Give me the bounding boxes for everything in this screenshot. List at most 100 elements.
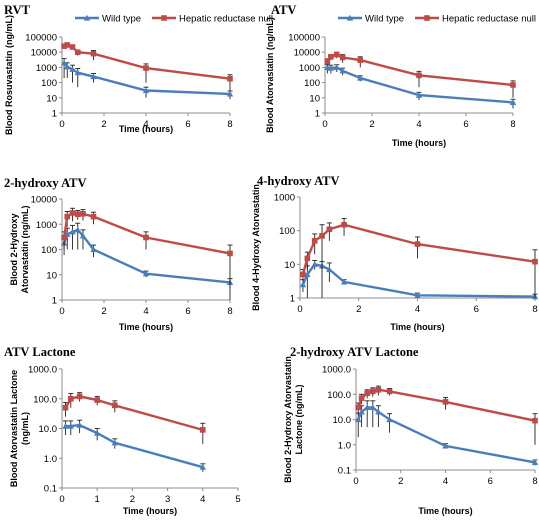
chart-panel-1: 1 10 100 1000 10000 100000 0 2 4 6 8 RVT Time (hours… <box>4 3 273 135</box>
x-axis-title: Time (hours) <box>392 138 446 148</box>
x-tick-label: 8 <box>510 119 515 130</box>
data-point <box>532 417 538 424</box>
data-point <box>200 427 206 433</box>
data-point <box>199 464 206 470</box>
series-hepatic-reductase-null <box>324 51 516 98</box>
series-hepatic-reductase-null <box>355 385 538 445</box>
data-point <box>340 278 348 285</box>
series-line <box>65 423 204 469</box>
x-tick-label: 2 <box>356 304 361 315</box>
series-line <box>64 395 204 432</box>
data-point <box>357 74 364 81</box>
data-point <box>227 250 233 257</box>
x-tick-label: 0 <box>353 476 358 487</box>
data-point <box>74 69 81 76</box>
data-point <box>339 67 346 74</box>
y-tick-label: 1000 <box>299 63 320 74</box>
data-point <box>510 82 516 88</box>
y-tick-label: 1.0 <box>338 440 351 451</box>
x-tick-label: 8 <box>227 306 232 317</box>
series-hepatic-reductase-null <box>62 392 206 445</box>
panel-title: 2-hydroxy ATV <box>4 176 87 190</box>
x-tick-label: 4 <box>200 494 205 505</box>
data-point <box>62 404 69 411</box>
y-tick-label: 1 <box>290 294 295 305</box>
data-point <box>80 210 86 217</box>
y-tick-label: 10000 <box>294 48 320 59</box>
x-tick-label: 5 <box>235 494 240 505</box>
x-tick-label: 8 <box>227 119 232 130</box>
panel-title: ATV <box>271 3 296 17</box>
data-point <box>531 459 539 465</box>
data-point <box>76 421 83 428</box>
x-tick-label: 1 <box>95 494 100 505</box>
y-tick-label: 100 <box>279 226 295 237</box>
y-tick-label: 10.0 <box>333 415 352 426</box>
data-point <box>414 241 421 247</box>
series-line <box>301 262 536 298</box>
legend-label: Wild type <box>365 14 404 25</box>
data-point <box>90 50 97 57</box>
x-tick-label: 2 <box>130 494 135 505</box>
y-tick-label: 100 <box>41 245 57 256</box>
x-tick-label: 0 <box>59 306 64 317</box>
data-point <box>143 65 149 71</box>
data-point <box>94 397 100 403</box>
data-point <box>415 91 423 98</box>
y-tick-label: 10 <box>46 93 57 104</box>
data-point <box>90 246 97 253</box>
y-tick-label: 1 <box>52 109 57 120</box>
legend-marker <box>346 14 354 21</box>
x-axis-title: Time (hours) <box>418 506 472 516</box>
data-point <box>142 87 150 94</box>
y-tick-label: 100000 <box>25 33 57 44</box>
y-axis-title: Blood Atorvastatin Lactone <box>9 370 19 487</box>
x-tick-label: 4 <box>443 476 448 487</box>
y-axis-title: Lactone (ng/mL) <box>294 385 304 455</box>
x-tick-label: 8 <box>532 304 537 315</box>
y-tick-label: 1 <box>52 296 57 307</box>
data-point <box>69 228 76 235</box>
data-point <box>532 258 538 265</box>
legend-marker <box>83 14 91 21</box>
data-point <box>226 90 234 97</box>
data-point <box>64 63 71 70</box>
data-point <box>94 429 101 436</box>
panel-title: RVT <box>4 3 31 17</box>
x-tick-label: 0 <box>297 304 302 315</box>
data-point <box>341 221 347 228</box>
chart-panel-6: 0.1 1.0 10.0 100.0 1000.0 0 2 4 6 8 2-hydroxy ATV … <box>283 345 539 516</box>
data-point <box>364 390 370 397</box>
y-tick-label: 10.0 <box>39 424 58 435</box>
x-axis-title: Time (hours) <box>390 322 444 332</box>
data-point <box>358 408 365 415</box>
data-point <box>369 388 376 395</box>
series-wild-type <box>62 419 206 472</box>
x-axis-title: Time (hours) <box>119 124 173 134</box>
y-tick-label: 0.1 <box>338 466 351 477</box>
data-point <box>355 404 362 411</box>
data-point <box>69 210 76 216</box>
data-point <box>442 442 449 449</box>
y-axis-title: Blood Atorvastatin (ng/mL) <box>265 17 275 133</box>
legend: Wild type Hepatic reductase null <box>338 14 536 25</box>
data-point <box>69 66 76 72</box>
data-point <box>319 233 325 239</box>
y-tick-label: 10 <box>309 93 320 104</box>
series-line <box>326 53 514 87</box>
x-tick-label: 0 <box>322 119 327 130</box>
series-hepatic-reductase-null <box>61 42 233 91</box>
data-point <box>304 255 311 262</box>
x-tick-label: 6 <box>185 119 190 130</box>
data-point <box>355 416 362 423</box>
data-point <box>375 408 382 415</box>
series-line <box>63 43 231 80</box>
data-point <box>74 211 81 218</box>
y-axis-title: Atorvastatin (ng/mL) <box>20 205 30 293</box>
x-tick-label: 2 <box>369 119 374 130</box>
series-wild-type <box>355 400 539 466</box>
x-tick-label: 4 <box>143 119 148 130</box>
y-tick-label: 100.0 <box>327 390 351 401</box>
x-tick-label: 6 <box>463 119 468 130</box>
panel-title: ATV Lactone <box>4 345 76 359</box>
